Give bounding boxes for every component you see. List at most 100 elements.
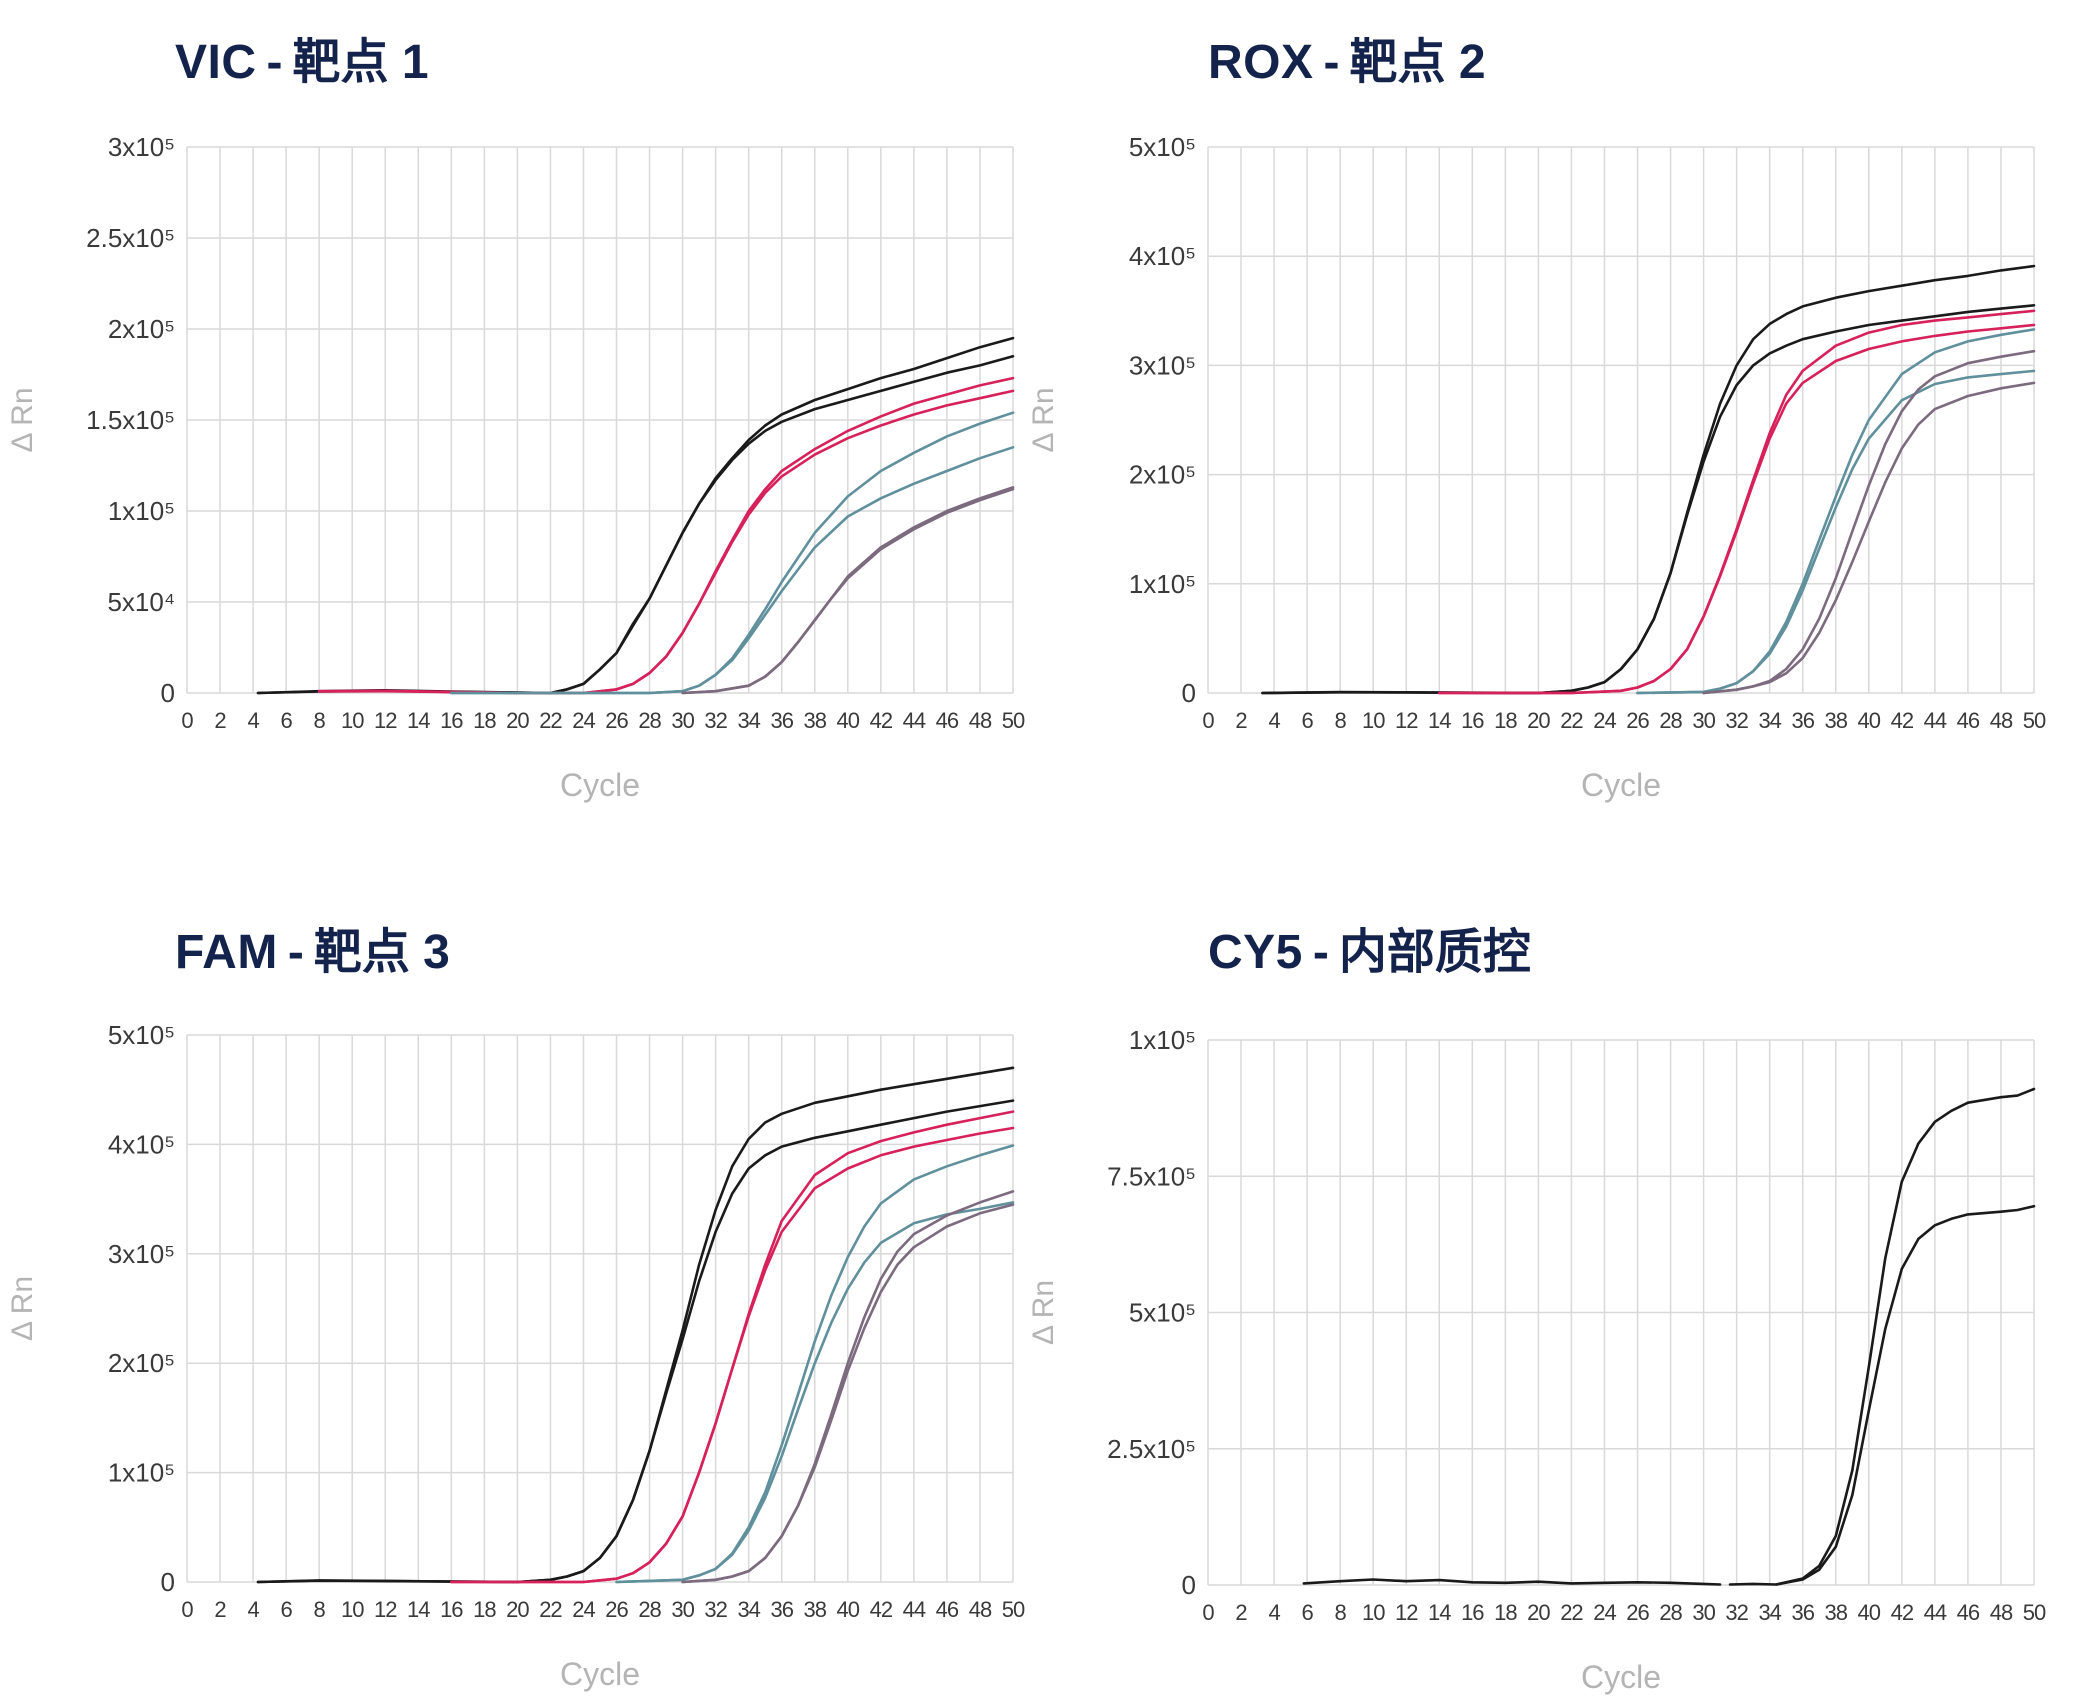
x-tick-label: 50 (2023, 708, 2046, 733)
x-tick-label: 48 (1990, 708, 2013, 733)
y-tick-label: 3x10⁵ (1129, 350, 1196, 380)
x-tick-label: 8 (314, 1597, 326, 1622)
x-tick-label: 4 (247, 1597, 259, 1622)
y-tick-label: 5x10⁵ (1129, 132, 1196, 162)
y-tick-label: 2x10⁵ (108, 314, 175, 344)
x-tick-label: 28 (638, 708, 661, 733)
x-tick-label: 46 (936, 708, 959, 733)
x-tick-label: 6 (280, 708, 292, 733)
y-tick-label: 0 (1182, 1570, 1196, 1600)
x-tick-label: 4 (247, 708, 259, 733)
x-tick-label: 0 (1202, 708, 1214, 733)
x-tick-label: 6 (1301, 708, 1313, 733)
x-tick-label: 36 (1791, 1600, 1814, 1625)
x-tick-label: 46 (1957, 1600, 1980, 1625)
x-axis-label: Cycle (1581, 1659, 1661, 1695)
x-tick-label: 26 (1626, 708, 1649, 733)
x-tick-label: 20 (1527, 708, 1550, 733)
target-name: 靶点 1 (292, 36, 429, 89)
x-tick-label: 22 (1560, 1600, 1583, 1625)
x-tick-label: 44 (1924, 1600, 1947, 1625)
panel-title-cy5: CY5- 内部质控 (1208, 912, 1531, 982)
target-name: 靶点 2 (1349, 36, 1486, 89)
y-tick-label: 5x10⁵ (1129, 1298, 1196, 1328)
x-tick-label: 26 (605, 708, 628, 733)
x-tick-label: 16 (1461, 708, 1484, 733)
x-tick-label: 40 (1858, 708, 1881, 733)
x-tick-label: 30 (1692, 708, 1715, 733)
y-tick-label: 5x10⁴ (107, 587, 175, 617)
series-line-black (1728, 1087, 2036, 1586)
x-tick-label: 44 (903, 708, 926, 733)
y-tick-label: 0 (161, 678, 175, 708)
dye-name: CY5 (1208, 926, 1303, 979)
x-tick-label: 24 (572, 1597, 595, 1622)
x-axis-label: Cycle (560, 767, 640, 803)
x-tick-label: 10 (1362, 708, 1385, 733)
series-line-teal (449, 445, 1015, 695)
y-tick-label: 2.5x10⁵ (1107, 1434, 1196, 1464)
y-tick-label: 4x10⁵ (108, 1129, 175, 1159)
x-tick-label: 2 (214, 708, 226, 733)
panel-title-fam: FAM - 靶点 3 (175, 912, 450, 982)
x-tick-label: 12 (1395, 708, 1418, 733)
x-tick-label: 20 (506, 708, 529, 733)
y-tick-label: 1x10⁵ (108, 496, 175, 526)
x-tick-label: 38 (1825, 1600, 1848, 1625)
x-tick-label: 42 (1891, 708, 1914, 733)
title-separator: - (287, 926, 304, 979)
x-tick-label: 30 (671, 708, 694, 733)
x-tick-label: 46 (936, 1597, 959, 1622)
x-tick-label: 0 (181, 708, 193, 733)
x-tick-label: 44 (903, 1597, 926, 1622)
series-line-red (1438, 323, 2036, 695)
dye-name: FAM (175, 926, 278, 979)
y-axis-label: Δ Rn (6, 1276, 39, 1341)
y-tick-label: 7.5x10⁵ (1107, 1161, 1196, 1191)
target-name: 内部质控 (1338, 926, 1531, 979)
y-axis-label: Δ Rn (6, 387, 39, 452)
x-tick-label: 50 (2023, 1600, 2046, 1625)
x-tick-label: 2 (1235, 708, 1247, 733)
x-tick-label: 48 (969, 708, 992, 733)
panel-title-vic: VIC - 靶点 1 (175, 22, 429, 92)
series-line-black (1775, 1204, 2036, 1586)
x-tick-label: 10 (341, 1597, 364, 1622)
y-tick-label: 4x10⁵ (1129, 241, 1196, 271)
x-tick-label: 16 (440, 708, 463, 733)
x-tick-label: 36 (1791, 708, 1814, 733)
x-tick-label: 10 (1362, 1600, 1385, 1625)
x-tick-label: 8 (1335, 1600, 1347, 1625)
series-line-black (1302, 1578, 1722, 1586)
x-tick-label: 48 (969, 1597, 992, 1622)
series-line-mauve (681, 487, 1015, 695)
x-tick-label: 24 (1593, 1600, 1616, 1625)
y-tick-label: 1x10⁵ (108, 1458, 175, 1488)
y-tick-label: 2x10⁵ (108, 1348, 175, 1378)
series-line-teal (615, 1201, 1015, 1584)
x-tick-label: 14 (407, 1597, 430, 1622)
x-axis-label: Cycle (560, 1656, 640, 1692)
x-tick-label: 24 (1593, 708, 1616, 733)
x-tick-label: 44 (1924, 708, 1947, 733)
x-tick-label: 22 (539, 1597, 562, 1622)
x-tick-label: 20 (1527, 1600, 1550, 1625)
y-tick-label: 1x10⁵ (1129, 1025, 1196, 1055)
x-tick-label: 40 (837, 1597, 860, 1622)
x-tick-label: 34 (737, 708, 760, 733)
x-tick-label: 4 (1268, 1600, 1280, 1625)
x-tick-label: 50 (1002, 708, 1025, 733)
y-axis-label: Δ Rn (1027, 387, 1060, 452)
x-tick-label: 32 (1725, 1600, 1748, 1625)
x-tick-label: 26 (605, 1597, 628, 1622)
y-tick-label: 2x10⁵ (1129, 460, 1196, 490)
series-line-red (449, 1126, 1015, 1584)
y-tick-label: 0 (1182, 678, 1196, 708)
y-tick-label: 0 (161, 1567, 175, 1597)
x-tick-label: 34 (1758, 708, 1781, 733)
x-tick-label: 28 (1659, 708, 1682, 733)
x-tick-label: 36 (770, 1597, 793, 1622)
x-tick-label: 4 (1268, 708, 1280, 733)
x-tick-label: 30 (1692, 1600, 1715, 1625)
dye-name: VIC (175, 36, 257, 89)
